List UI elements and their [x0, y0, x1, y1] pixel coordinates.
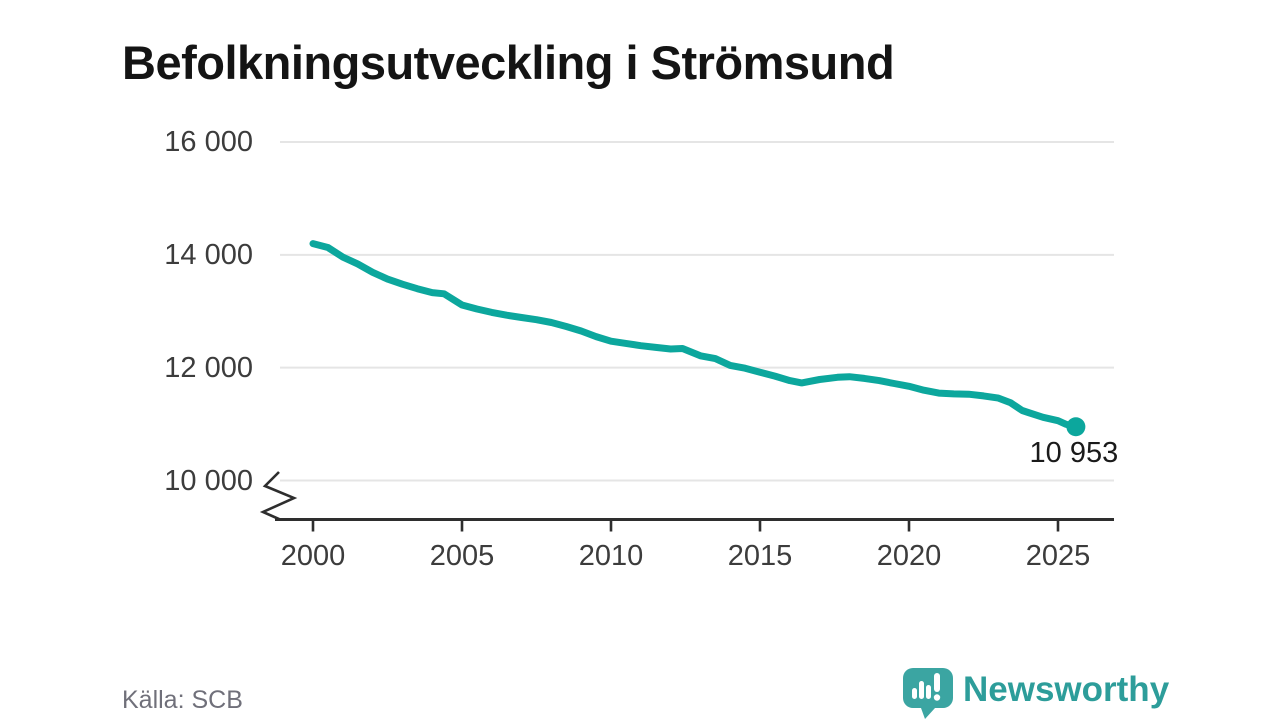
last-value-label: 10 953	[1029, 436, 1119, 469]
source-note: Källa: SCB	[122, 686, 243, 714]
y-tick-label: 14 000	[164, 238, 253, 271]
x-tick-label: 2005	[429, 540, 495, 572]
brand-name: Newsworthy	[963, 670, 1170, 709]
axis-break-icon	[259, 471, 298, 521]
y-tick-label: 10 000	[164, 464, 253, 497]
newsworthy-logo: Newsworthy	[903, 668, 1169, 720]
x-tick-label: 2010	[578, 540, 644, 572]
x-tick-label: 2000	[280, 540, 346, 572]
y-tick-label: 16 000	[164, 126, 253, 158]
x-tick-label: 2020	[876, 540, 942, 572]
x-tick-label: 2025	[1025, 540, 1091, 572]
x-tick-label: 2015	[727, 540, 793, 572]
population-line	[309, 240, 1080, 431]
last-point-marker	[1066, 417, 1086, 437]
y-tick-label: 12 000	[164, 351, 253, 384]
newsworthy-speech-bubble-bar-chart-icon	[903, 668, 953, 719]
chart-title: Befolkningsutveckling i Strömsund	[122, 36, 895, 90]
